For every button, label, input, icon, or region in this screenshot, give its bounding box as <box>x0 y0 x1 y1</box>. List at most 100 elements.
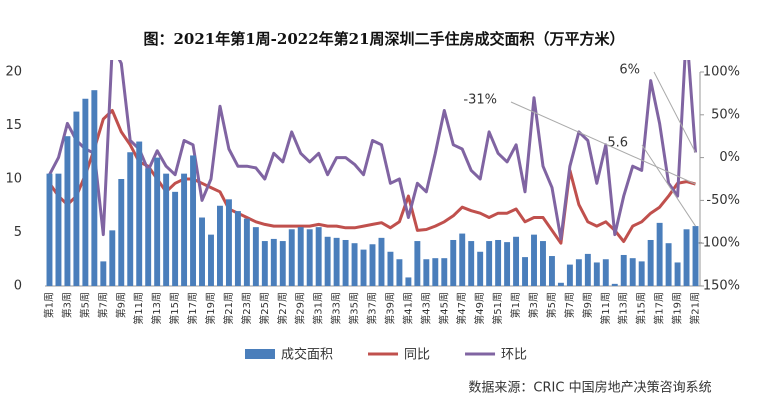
bar <box>486 241 493 286</box>
bar <box>620 254 627 286</box>
bar <box>378 237 385 286</box>
x-tick-label: 第47周 <box>455 292 468 325</box>
bar <box>306 229 313 286</box>
bar <box>504 242 511 286</box>
x-tick-label: 第19周 <box>671 292 684 325</box>
bar <box>692 226 699 286</box>
bar <box>548 256 555 286</box>
annotation: -31% <box>463 93 497 108</box>
bar <box>656 222 663 286</box>
bar <box>459 233 466 286</box>
bar <box>342 239 349 286</box>
x-tick-label: 第51周 <box>491 292 504 325</box>
bar <box>145 168 152 286</box>
x-tick-label: 第41周 <box>401 292 414 325</box>
x-tick-label: 第49周 <box>473 292 486 325</box>
x-tick-label: 第35周 <box>348 292 361 325</box>
bar <box>208 234 214 286</box>
source-note: 数据来源：CRIC 中国房地产决策咨询系统 <box>468 380 711 396</box>
bar <box>109 230 116 286</box>
x-tick-label: 第3周 <box>527 292 540 318</box>
bar <box>531 234 537 286</box>
x-tick-label: 第25周 <box>258 292 271 325</box>
x-tick-label: 第11周 <box>599 292 612 325</box>
y2-tick-label: -150% <box>698 279 740 294</box>
x-tick-label: 第39周 <box>383 292 396 325</box>
bar <box>190 155 197 286</box>
bar <box>100 261 107 286</box>
x-tick-label: 第11周 <box>132 292 145 325</box>
bar <box>387 251 394 286</box>
bar <box>450 239 457 286</box>
x-tick-label: 第45周 <box>437 292 450 325</box>
legend-label: 成交面积 <box>281 347 333 363</box>
x-tick-label: 第5周 <box>545 292 558 318</box>
bar <box>252 227 259 286</box>
bar <box>315 227 322 286</box>
bar <box>118 179 125 286</box>
y-tick-label: 5 <box>14 225 22 240</box>
bar <box>441 258 448 286</box>
x-tick-label: 第7周 <box>563 292 576 318</box>
bar <box>405 277 412 286</box>
bar <box>414 241 421 286</box>
legend-swatch <box>245 349 275 359</box>
bar <box>468 241 475 286</box>
chart-title: 图：2021年第1周-2022年第21周深圳二手住房成交面积（万平方米） <box>143 30 624 48</box>
bar <box>432 258 439 286</box>
bar <box>270 238 277 286</box>
y-tick-label: 10 <box>5 172 22 187</box>
x-tick-label: 第27周 <box>276 292 289 325</box>
bar <box>225 199 232 286</box>
bar <box>234 211 241 286</box>
bar <box>629 258 636 286</box>
bar <box>199 217 205 286</box>
x-tick-label: 第3周 <box>60 292 73 318</box>
bar <box>64 136 71 286</box>
x-tick-label: 第13周 <box>150 292 163 325</box>
bar <box>566 264 573 286</box>
x-tick-label: 第19周 <box>204 292 217 325</box>
annotation-leader <box>653 71 696 153</box>
x-tick-label: 第1周 <box>42 292 55 318</box>
bar <box>46 173 53 286</box>
bar <box>73 111 80 286</box>
annotation: 6% <box>619 63 640 78</box>
x-tick-label: 第5周 <box>78 292 91 318</box>
bar <box>495 239 502 286</box>
bar <box>674 262 681 286</box>
bar <box>324 236 331 286</box>
bar <box>665 243 672 286</box>
bar <box>557 282 564 286</box>
bar <box>82 98 89 286</box>
x-tick-label: 第33周 <box>330 292 343 325</box>
y2-tick-label: -50% <box>706 193 740 208</box>
annotation-leader <box>510 101 696 185</box>
bar <box>297 227 304 286</box>
y-tick-label: 0 <box>14 279 22 294</box>
bar <box>351 243 358 286</box>
bar <box>575 259 582 286</box>
bar <box>127 152 134 286</box>
bar <box>181 173 188 286</box>
bar <box>683 229 690 286</box>
annotation: 5.6 <box>607 136 628 151</box>
annotation-leader <box>641 144 696 227</box>
bar <box>163 173 170 286</box>
x-tick-label: 第21周 <box>689 292 702 325</box>
bar <box>593 262 600 286</box>
bar <box>584 253 591 286</box>
bar <box>423 259 430 286</box>
y2-tick-label: -100% <box>698 236 740 251</box>
x-tick-label: 第17周 <box>653 292 666 325</box>
y-tick-label: 20 <box>5 65 22 80</box>
x-tick-label: 第17周 <box>186 292 199 325</box>
bar <box>540 241 546 286</box>
x-tick-label: 第29周 <box>294 292 307 325</box>
line-series <box>48 60 697 241</box>
bar <box>217 205 223 286</box>
y-tick-label: 15 <box>5 118 22 133</box>
x-tick-label: 第9周 <box>114 292 127 318</box>
bar <box>602 259 609 286</box>
